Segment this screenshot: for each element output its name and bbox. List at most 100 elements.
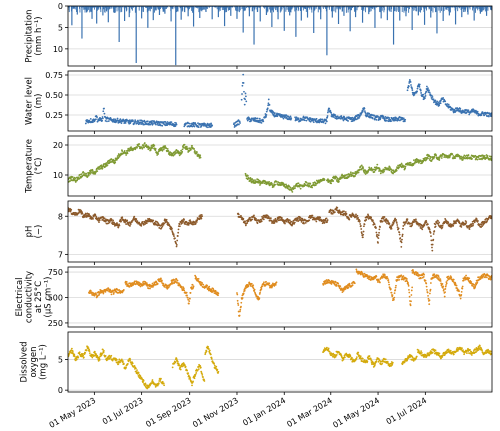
data-point bbox=[175, 122, 178, 125]
data-point bbox=[389, 166, 391, 169]
y-axis-label: (°C) bbox=[34, 158, 44, 175]
data-point bbox=[266, 107, 269, 110]
data-point bbox=[98, 292, 101, 295]
data-point bbox=[159, 124, 162, 127]
data-point bbox=[453, 109, 456, 112]
data-point bbox=[233, 126, 236, 128]
panel-3: 10 20 Temperature (°C) bbox=[24, 135, 493, 199]
data-point bbox=[467, 154, 470, 156]
data-point bbox=[406, 89, 409, 92]
data-point bbox=[406, 219, 408, 222]
data-point bbox=[238, 120, 241, 123]
data-point bbox=[243, 103, 246, 106]
data-point bbox=[98, 219, 101, 222]
data-point bbox=[464, 155, 467, 157]
data-point bbox=[116, 288, 119, 291]
data-point bbox=[74, 177, 77, 180]
data-point bbox=[267, 98, 270, 101]
data-point bbox=[193, 223, 195, 226]
data-point bbox=[311, 216, 313, 219]
data-point bbox=[309, 182, 312, 185]
data-point bbox=[175, 243, 178, 246]
data-point bbox=[333, 211, 336, 214]
data-point bbox=[167, 150, 170, 152]
data-point bbox=[184, 223, 187, 226]
data-point bbox=[250, 119, 253, 122]
data-point bbox=[348, 175, 351, 177]
data-point bbox=[483, 114, 486, 117]
data-point bbox=[315, 118, 318, 120]
data-point bbox=[242, 217, 245, 220]
data-point bbox=[372, 221, 375, 224]
data-point bbox=[193, 150, 196, 152]
data-point bbox=[215, 291, 218, 293]
data-point bbox=[249, 216, 251, 219]
data-point bbox=[101, 119, 104, 122]
data-point bbox=[330, 283, 333, 285]
data-point bbox=[362, 274, 364, 276]
data-point bbox=[352, 172, 355, 175]
data-point bbox=[172, 154, 175, 157]
data-point bbox=[348, 218, 351, 221]
data-point bbox=[133, 280, 136, 283]
data-point bbox=[126, 219, 129, 222]
data-point bbox=[488, 155, 491, 158]
data-point bbox=[275, 281, 278, 284]
data-point bbox=[326, 116, 329, 119]
data-point bbox=[332, 180, 335, 182]
data-point bbox=[390, 227, 393, 230]
data-point bbox=[176, 239, 179, 242]
data-point bbox=[247, 175, 249, 177]
data-point bbox=[236, 293, 239, 296]
data-point bbox=[392, 172, 395, 175]
data-point bbox=[395, 222, 398, 224]
data-point bbox=[335, 284, 338, 287]
data-point bbox=[249, 285, 252, 287]
data-point bbox=[238, 314, 241, 317]
data-point bbox=[85, 213, 87, 216]
data-point bbox=[162, 148, 165, 151]
data-point bbox=[320, 118, 323, 121]
data-point bbox=[191, 283, 194, 286]
data-point bbox=[475, 218, 478, 221]
data-point bbox=[86, 119, 89, 121]
data-point bbox=[431, 246, 433, 249]
data-point bbox=[264, 284, 267, 287]
data-point bbox=[145, 282, 148, 285]
data-point bbox=[175, 245, 178, 248]
data-point bbox=[108, 290, 111, 293]
data-point bbox=[103, 217, 106, 220]
data-point bbox=[137, 282, 139, 285]
data-point bbox=[385, 221, 387, 223]
data-point bbox=[151, 120, 153, 122]
data-point bbox=[184, 124, 187, 126]
data-point bbox=[110, 293, 113, 296]
data-point bbox=[242, 82, 245, 84]
data-point bbox=[403, 165, 405, 167]
data-point bbox=[139, 285, 142, 288]
data-point bbox=[85, 172, 88, 175]
data-point bbox=[321, 118, 324, 121]
data-point bbox=[486, 220, 489, 222]
data-point bbox=[95, 292, 97, 295]
data-point bbox=[434, 223, 437, 226]
data-point bbox=[199, 214, 202, 217]
data-point bbox=[310, 117, 312, 120]
data-point bbox=[305, 181, 308, 184]
data-point bbox=[88, 213, 91, 216]
data-point bbox=[182, 220, 185, 223]
data-point bbox=[482, 154, 485, 157]
data-point bbox=[272, 185, 275, 188]
data-point bbox=[293, 221, 296, 224]
data-point bbox=[441, 155, 444, 157]
data-point bbox=[182, 287, 185, 290]
data-point bbox=[197, 122, 199, 125]
data-point bbox=[468, 113, 471, 116]
data-point bbox=[237, 213, 240, 216]
data-point bbox=[368, 166, 371, 169]
data-point bbox=[407, 86, 410, 89]
data-point bbox=[429, 157, 432, 160]
data-point bbox=[353, 282, 356, 285]
data-point bbox=[126, 283, 129, 286]
